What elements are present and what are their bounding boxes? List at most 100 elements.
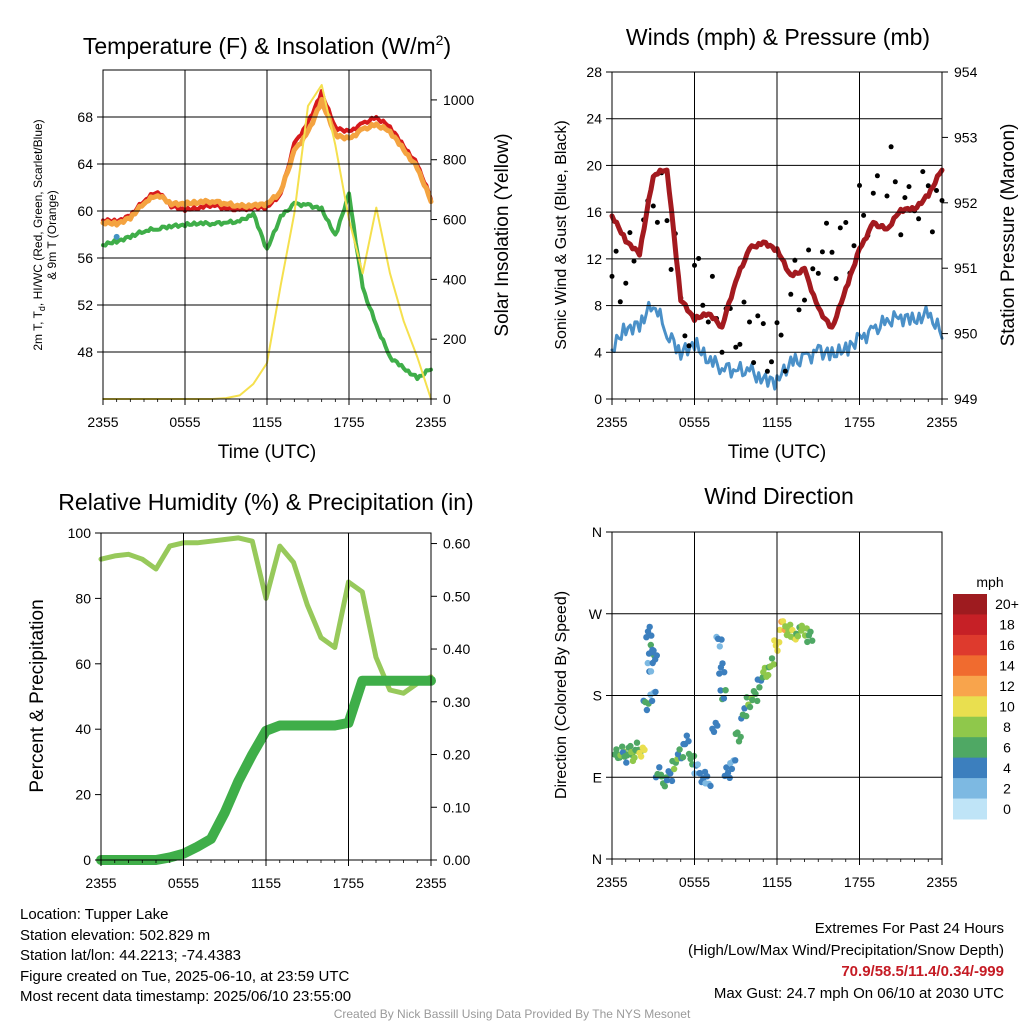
direction-xtick-label: 1155 xyxy=(762,874,792,890)
credit-line: Created By Nick Bassill Using Data Provi… xyxy=(333,1007,691,1021)
direction-point xyxy=(794,633,802,640)
winds-panel: Winds (mph) & Pressure (mb) 2355 0555 1155… xyxy=(553,24,1019,463)
direction-point xyxy=(768,655,776,662)
colorbar-swatch xyxy=(953,614,987,636)
direction-point xyxy=(661,783,668,790)
direction-ytick-label: E xyxy=(593,769,602,785)
colorbar-swatch xyxy=(953,634,987,656)
winds-xtick-label: 1155 xyxy=(762,414,792,430)
temperature-y2tick-label: 1000 xyxy=(443,92,474,108)
direction-point xyxy=(613,746,620,753)
extremes-title: Extremes For Past 24 Hours xyxy=(814,920,1004,937)
temperature-y2tick-label: 800 xyxy=(443,152,467,168)
humidity-y2tick-label: 0.40 xyxy=(443,641,470,657)
windchill-point xyxy=(113,233,120,240)
direction-point xyxy=(696,770,704,777)
colorbar-label: 6 xyxy=(1003,739,1011,755)
direction-point xyxy=(752,690,759,697)
colorbar-swatch xyxy=(953,594,987,615)
gust-point xyxy=(782,368,788,374)
pressure-y2label: Station Pressure (Maroon) xyxy=(998,124,1019,347)
winds-y2tick-label: 949 xyxy=(954,391,978,407)
colorbar-title: mph xyxy=(976,574,1003,590)
gust-point xyxy=(824,220,829,226)
direction-point xyxy=(683,732,690,739)
humidity-y2tick-label: 0.30 xyxy=(443,694,470,710)
direction-point xyxy=(721,669,728,676)
temperature-ytick-label: 64 xyxy=(77,156,93,172)
temperature-xlabel: Time (UTC) xyxy=(218,442,317,463)
direction-point xyxy=(710,728,718,735)
direction-point xyxy=(787,621,794,628)
humidity-ytick-label: 80 xyxy=(75,590,91,606)
gust-point xyxy=(837,225,843,231)
gust-point xyxy=(916,216,922,222)
colorbar-label: 12 xyxy=(999,678,1015,694)
gust-point xyxy=(760,321,766,327)
gust-point xyxy=(819,249,825,255)
temperature-xtick-label: 0555 xyxy=(169,414,200,430)
direction-point xyxy=(619,743,626,750)
colorbar-label: 2 xyxy=(1003,780,1011,796)
temperature-ytick-label: 60 xyxy=(77,203,93,219)
direction-point xyxy=(754,697,761,705)
gust-point xyxy=(682,333,688,339)
temperature-y2tick-label: 0 xyxy=(443,391,451,407)
direction-point xyxy=(658,773,665,780)
winds-ytick-label: 28 xyxy=(586,64,602,80)
gust-point xyxy=(806,247,812,253)
direction-point xyxy=(804,638,811,646)
gust-point xyxy=(613,248,619,254)
direction-point xyxy=(643,706,651,714)
direction-point xyxy=(676,746,683,753)
gust-point xyxy=(874,173,880,179)
direction-point xyxy=(771,637,778,644)
direction-point xyxy=(667,770,674,777)
direction-point xyxy=(670,765,678,773)
direction-point xyxy=(782,623,789,630)
humidity-ytick-label: 100 xyxy=(68,525,92,541)
direction-point xyxy=(723,764,730,771)
temperature-title: Temperature (F) & Insolation (W/m2) xyxy=(83,32,451,59)
direction-point xyxy=(648,632,655,639)
direction-series xyxy=(611,618,816,790)
winds-ytick-label: 4 xyxy=(594,344,602,360)
direction-point xyxy=(633,739,641,746)
gust-point xyxy=(755,313,761,319)
gust-point xyxy=(815,270,821,276)
colorbar-label: 0 xyxy=(1003,801,1011,817)
max-gust: Max Gust: 24.7 mph On 06/10 at 2030 UTC xyxy=(713,984,1004,1002)
colorbar-swatch xyxy=(953,757,987,779)
direction-point xyxy=(776,639,783,646)
colorbar-swatch xyxy=(953,716,987,738)
direction-point xyxy=(714,722,721,729)
winds-y2tick-label: 950 xyxy=(954,326,978,342)
direction-point xyxy=(719,660,726,667)
gust-point xyxy=(654,219,660,225)
humidity-ytick-label: 0 xyxy=(83,852,91,868)
colorbar-swatch xyxy=(953,778,987,800)
temperature-xtick-label: 1755 xyxy=(333,414,364,430)
temperature-ytick-label: 56 xyxy=(77,250,93,266)
direction-xtick-label: 1755 xyxy=(844,874,875,890)
temperature-ylabel-line1: 2m T, Td, HI/WC (Red, Green, Scarlet/Blu… xyxy=(31,119,47,350)
gust-point xyxy=(737,341,743,347)
gust-point xyxy=(627,230,633,236)
colorbar-label: 10 xyxy=(999,699,1015,715)
direction-point xyxy=(726,774,733,781)
humidity-ylabel: Percent & Precipitation xyxy=(27,599,48,792)
winds-xtick-label: 1755 xyxy=(844,414,875,430)
colorbar-swatch xyxy=(953,696,987,718)
colorbar-label: 16 xyxy=(999,637,1015,653)
humidity-panel: Relative Humidity (%) & Precipitation (i… xyxy=(27,489,474,891)
direction-point xyxy=(746,703,754,711)
extremes-box: Extremes For Past 24 Hours (High/Low/Max… xyxy=(688,918,1004,1004)
winds-y2tick-label: 953 xyxy=(954,129,978,145)
colorbar-swatch xyxy=(953,655,987,677)
direction-point xyxy=(737,733,744,741)
direction-point xyxy=(679,754,687,761)
direction-point xyxy=(685,750,693,758)
direction-ylabel: Direction (Colored By Speed) xyxy=(553,591,570,799)
direction-point xyxy=(631,754,638,761)
gust-point xyxy=(902,195,908,201)
